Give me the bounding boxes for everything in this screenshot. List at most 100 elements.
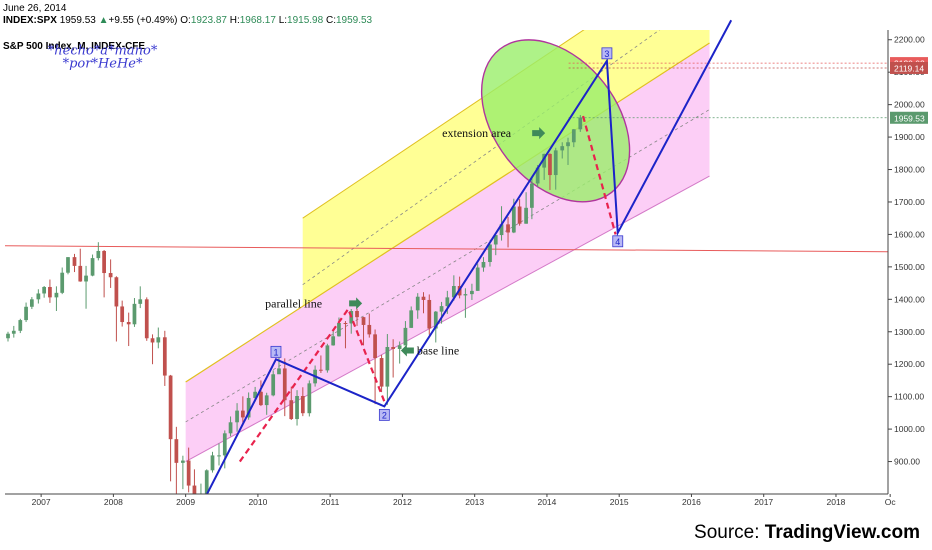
candle[interactable]: [578, 115, 583, 132]
candle[interactable]: [162, 330, 167, 386]
candle[interactable]: [96, 242, 101, 261]
candle[interactable]: [48, 279, 52, 303]
candle[interactable]: [421, 292, 426, 314]
candle[interactable]: [192, 469, 197, 515]
candle[interactable]: [114, 276, 119, 342]
candle[interactable]: [102, 249, 106, 298]
candle[interactable]: [264, 392, 269, 415]
candle[interactable]: [199, 483, 203, 538]
candle[interactable]: [132, 298, 137, 327]
x-tick-label: 2013: [465, 497, 484, 507]
candle[interactable]: [391, 339, 396, 378]
candle[interactable]: [138, 286, 143, 309]
candle[interactable]: [11, 325, 16, 338]
candle[interactable]: [325, 343, 330, 373]
candle[interactable]: [355, 308, 359, 326]
candle[interactable]: [403, 321, 408, 346]
candle[interactable]: [181, 455, 185, 490]
candle[interactable]: [300, 387, 305, 417]
candle[interactable]: [282, 358, 287, 417]
candle[interactable]: [331, 331, 336, 346]
candle[interactable]: [379, 354, 384, 393]
candle[interactable]: [150, 334, 155, 365]
wave-point-3[interactable]: 3: [601, 47, 613, 60]
x-tick-label: 2010: [248, 497, 267, 507]
candle[interactable]: [78, 248, 83, 282]
candle[interactable]: [24, 302, 28, 323]
candle[interactable]: [186, 447, 191, 493]
candle[interactable]: [415, 293, 420, 319]
candle[interactable]: [174, 426, 179, 513]
candle[interactable]: [427, 294, 432, 335]
candle[interactable]: [506, 216, 510, 248]
candle[interactable]: [475, 263, 480, 291]
candle[interactable]: [210, 451, 215, 473]
candle[interactable]: [517, 199, 522, 226]
candle[interactable]: [373, 329, 377, 405]
candle[interactable]: [385, 334, 390, 405]
candle[interactable]: [566, 137, 570, 165]
candle[interactable]: [18, 318, 23, 334]
candle[interactable]: [29, 297, 34, 310]
wave-point-1[interactable]: 1: [270, 345, 282, 358]
candle-body: [439, 306, 444, 312]
candle[interactable]: [553, 147, 558, 190]
wave-point-2[interactable]: 2: [378, 408, 390, 421]
candle[interactable]: [289, 386, 294, 421]
candle[interactable]: [217, 443, 221, 466]
candle[interactable]: [560, 142, 565, 159]
candle[interactable]: [126, 312, 131, 347]
candle[interactable]: [54, 286, 59, 311]
candle[interactable]: [451, 275, 456, 301]
candle[interactable]: [493, 235, 498, 256]
candle[interactable]: [108, 259, 113, 288]
candle[interactable]: [240, 396, 245, 423]
candle[interactable]: [470, 283, 474, 300]
candle[interactable]: [295, 390, 299, 426]
candle[interactable]: [156, 327, 161, 349]
x-tick-label: 2017: [754, 497, 773, 507]
candle-body: [343, 323, 348, 325]
candle[interactable]: [204, 469, 209, 499]
candle[interactable]: [397, 341, 402, 364]
candle[interactable]: [439, 301, 444, 324]
candle[interactable]: [367, 313, 372, 338]
candle[interactable]: [524, 192, 528, 224]
candle[interactable]: [222, 430, 227, 469]
candle-body: [542, 153, 547, 168]
candle[interactable]: [463, 288, 468, 318]
candle[interactable]: [144, 297, 149, 341]
candle[interactable]: [36, 289, 41, 304]
candle[interactable]: [548, 153, 552, 190]
candle[interactable]: [66, 257, 70, 275]
candle-body: [78, 265, 83, 282]
candle[interactable]: [228, 416, 233, 437]
candle-body: [331, 336, 336, 346]
candle[interactable]: [319, 355, 323, 373]
candle[interactable]: [361, 316, 366, 346]
candle[interactable]: [72, 253, 77, 273]
candle[interactable]: [530, 177, 534, 220]
candle[interactable]: [60, 267, 65, 295]
candle[interactable]: [259, 380, 263, 407]
candle[interactable]: [409, 306, 414, 328]
candle-body: [571, 129, 576, 143]
candle[interactable]: [307, 380, 312, 417]
candle[interactable]: [42, 286, 47, 298]
candle[interactable]: [271, 370, 276, 397]
candle[interactable]: [481, 257, 486, 272]
candle[interactable]: [6, 331, 10, 342]
wave-point-4[interactable]: 4: [612, 235, 624, 248]
candle[interactable]: [120, 300, 125, 327]
candle-body: [391, 347, 396, 349]
candle[interactable]: [488, 244, 492, 267]
candle[interactable]: [90, 254, 95, 277]
candle[interactable]: [168, 374, 173, 482]
candle[interactable]: [343, 321, 348, 349]
candle[interactable]: [571, 128, 576, 148]
candle-body: [535, 167, 540, 184]
candle[interactable]: [84, 265, 88, 309]
candle[interactable]: [246, 392, 251, 420]
candle[interactable]: [235, 403, 239, 432]
